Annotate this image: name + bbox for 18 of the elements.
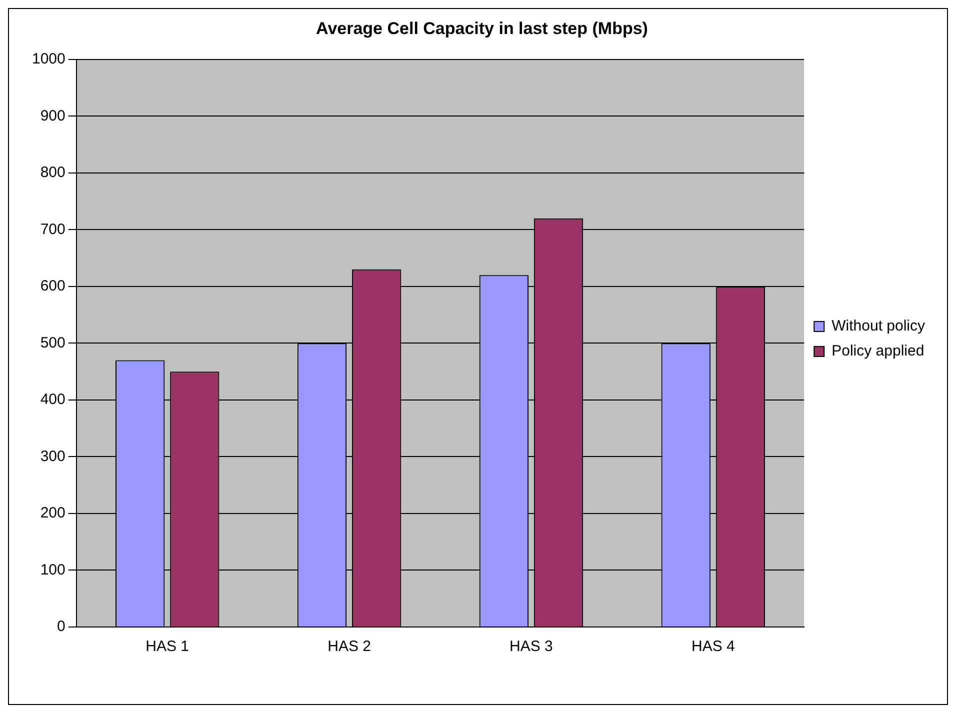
y-tick-label: 1000: [32, 50, 66, 68]
y-tick-label: 200: [40, 504, 66, 522]
y-tick-label: 600: [40, 278, 66, 295]
y-tick-label: 700: [40, 220, 66, 238]
legend-label: Policy applied: [832, 342, 924, 360]
x-tick-label: HAS 1: [146, 638, 190, 656]
y-tick-label: 300: [40, 448, 66, 465]
y-tick-label: 400: [40, 391, 66, 408]
y-tick-label: 100: [40, 561, 66, 578]
x-tick-label: HAS 4: [691, 638, 735, 656]
legend-label: Without policy: [832, 318, 926, 335]
y-tick-label: 800: [40, 164, 66, 182]
y-tick-label: 0: [57, 618, 66, 636]
x-tick-label: HAS 2: [328, 638, 371, 656]
x-tick-label: HAS 3: [510, 638, 553, 656]
y-tick-label: 500: [40, 334, 66, 352]
chart-title: Average Cell Capacity in last step (Mbps): [316, 18, 648, 38]
y-tick-label: 900: [40, 107, 66, 124]
